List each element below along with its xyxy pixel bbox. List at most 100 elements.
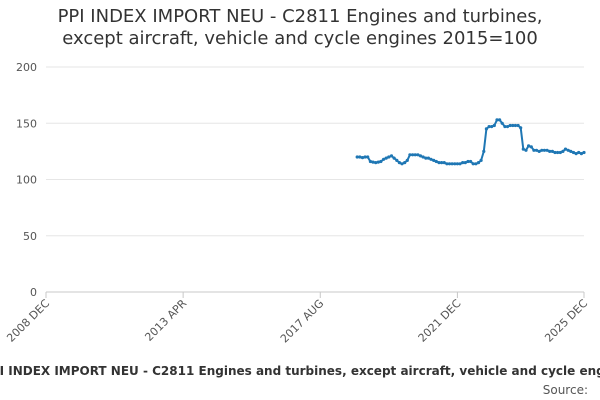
y-tick-label: 0 [30, 286, 37, 299]
data-point [411, 153, 415, 157]
chart-legend[interactable]: PPI INDEX IMPORT NEU - C2811 Engines and… [0, 364, 600, 382]
y-tick-label: 100 [16, 174, 37, 187]
data-point [424, 156, 428, 160]
data-point [537, 149, 541, 153]
data-point [503, 125, 507, 129]
data-point [434, 159, 438, 164]
data-point [532, 148, 536, 152]
data-point [461, 161, 465, 165]
data-point [505, 125, 510, 129]
data-point [569, 149, 573, 153]
data-point [387, 155, 391, 159]
data-point [487, 125, 491, 129]
data-point [529, 145, 533, 149]
data-point [384, 156, 388, 160]
data-point [358, 155, 362, 159]
data-point [447, 162, 452, 166]
chart-title: PPI INDEX IMPORT NEU - C2811 Engines and… [0, 6, 600, 50]
data-point [421, 155, 425, 159]
data-point [571, 150, 576, 155]
data-point [582, 150, 586, 155]
data-point [432, 158, 436, 162]
data-point [355, 155, 359, 159]
source-label: Source: [542, 383, 588, 397]
data-point [484, 127, 488, 131]
data-point [550, 149, 555, 153]
x-tick-label: 2025 DEC [542, 297, 590, 345]
data-point [360, 156, 365, 160]
data-point [516, 123, 520, 128]
chart-title-line-1: PPI INDEX IMPORT NEU - C2811 Engines and… [57, 6, 543, 27]
data-point [540, 148, 544, 152]
data-point [418, 154, 423, 158]
data-point [556, 150, 560, 155]
data-point [566, 148, 570, 152]
data-point [490, 125, 494, 129]
data-point [392, 156, 396, 160]
data-point [534, 148, 539, 152]
data-point [521, 147, 525, 151]
data-point [527, 144, 531, 148]
legend-entry-label[interactable]: PPI INDEX IMPORT NEU - C2811 Engines and… [0, 364, 600, 378]
data-point [524, 148, 528, 152]
data-point [500, 121, 504, 125]
data-point [548, 149, 552, 153]
data-point [482, 149, 486, 153]
data-point [403, 161, 407, 165]
chart-title-line-2: except aircraft, vehicle and cycle engin… [62, 28, 538, 49]
data-point [519, 126, 523, 130]
data-point [416, 153, 420, 157]
data-point [429, 157, 433, 161]
data-point [445, 162, 449, 166]
data-point [471, 162, 475, 166]
data-point [466, 159, 470, 164]
data-point [371, 160, 375, 164]
data-point [405, 158, 409, 162]
data-point [437, 161, 441, 165]
data-point [379, 159, 383, 164]
data-point [513, 123, 518, 128]
data-point [450, 162, 454, 166]
data-point [426, 156, 430, 160]
data-point [363, 155, 367, 159]
data-point [366, 155, 370, 159]
data-point [463, 161, 467, 165]
x-tick-label: 2013 APR [142, 297, 189, 344]
x-tick-label: 2008 DEC [4, 297, 52, 345]
data-point [579, 152, 584, 156]
data-point [574, 152, 578, 156]
data-point [469, 159, 473, 164]
data-point [479, 158, 483, 162]
data-point [376, 160, 380, 164]
y-tick-label: 150 [16, 117, 37, 130]
data-point [553, 150, 557, 155]
data-point [440, 161, 444, 165]
data-point [511, 123, 515, 128]
data-point [442, 161, 446, 165]
data-point [453, 162, 457, 166]
y-tick-label: 200 [16, 61, 37, 74]
data-point [400, 162, 404, 166]
data-point [455, 162, 459, 166]
data-point [563, 147, 568, 151]
data-point [397, 161, 401, 165]
data-point [558, 150, 562, 155]
data-point [492, 123, 496, 128]
data-point [395, 158, 399, 162]
x-tick-label: 2021 DEC [416, 297, 464, 345]
data-point [542, 148, 547, 152]
data-point [545, 148, 549, 152]
data-point [408, 153, 412, 157]
data-point [382, 157, 386, 161]
data-point [476, 161, 481, 165]
data-point [474, 162, 478, 166]
data-point [374, 161, 378, 165]
y-tick-label: 50 [23, 230, 37, 243]
data-point [561, 149, 565, 153]
data-point [413, 153, 417, 157]
data-point [495, 118, 499, 122]
data-point [577, 150, 581, 155]
data-point [368, 159, 372, 164]
data-point [389, 154, 394, 158]
